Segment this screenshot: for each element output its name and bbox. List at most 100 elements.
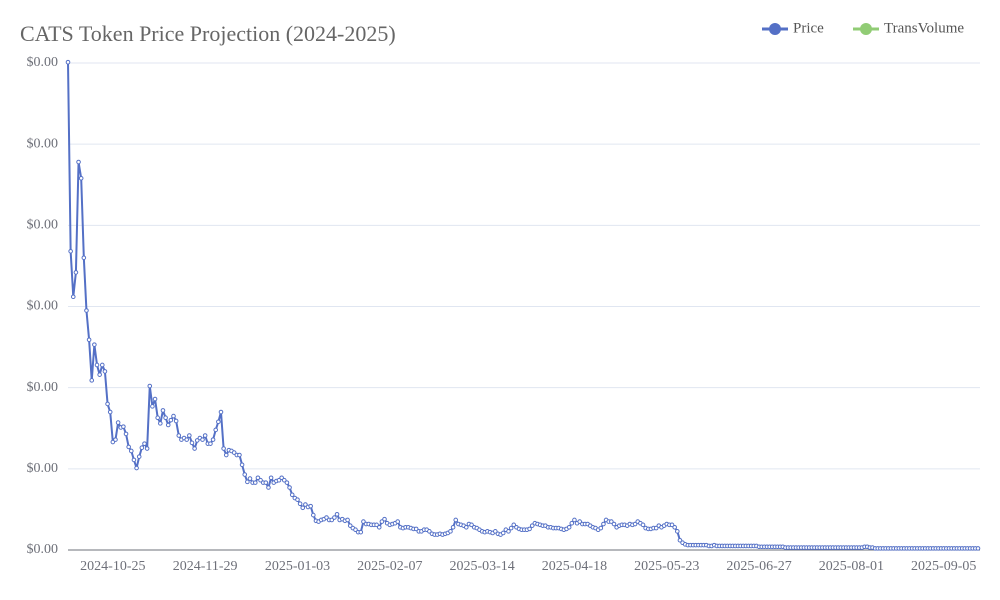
data-point xyxy=(176,433,182,438)
legend-marker[interactable] xyxy=(769,23,781,35)
data-point xyxy=(86,337,92,343)
x-tick-label: 2024-10-25 xyxy=(80,559,145,574)
data-point xyxy=(89,378,95,383)
data-point xyxy=(566,524,572,530)
data-point xyxy=(975,546,981,551)
data-point xyxy=(669,522,675,528)
data-point xyxy=(358,529,364,535)
data-point xyxy=(65,59,71,65)
x-tick-label: 2025-09-05 xyxy=(911,559,976,574)
data-point xyxy=(252,480,258,485)
data-point xyxy=(189,440,195,446)
y-tick-label: $0.00 xyxy=(27,542,59,557)
x-tick-label: 2025-04-18 xyxy=(542,559,607,574)
data-point xyxy=(247,476,253,481)
data-point xyxy=(334,511,340,517)
data-point xyxy=(345,517,350,523)
legend-text[interactable]: TransVolume xyxy=(884,20,964,36)
data-point xyxy=(171,413,176,419)
y-tick-label: $0.00 xyxy=(27,461,59,476)
data-point xyxy=(81,255,87,261)
data-point xyxy=(245,479,250,485)
data-point xyxy=(601,521,606,527)
data-point xyxy=(158,421,163,426)
data-point xyxy=(308,503,313,509)
data-point xyxy=(453,517,459,523)
data-point xyxy=(237,452,242,458)
y-tick-label: $0.00 xyxy=(27,55,59,70)
data-point xyxy=(569,520,575,526)
data-point xyxy=(150,404,155,409)
data-point xyxy=(297,501,303,507)
data-point xyxy=(609,519,614,524)
data-point xyxy=(527,526,532,532)
data-point xyxy=(110,439,116,445)
data-point xyxy=(163,415,168,420)
chart-title: CATS Token Price Projection (2024-2025) xyxy=(20,21,396,46)
data-point xyxy=(279,475,284,481)
data-point xyxy=(508,525,514,531)
data-point xyxy=(84,308,89,313)
data-point xyxy=(221,446,226,451)
legend-text[interactable]: Price xyxy=(793,20,824,36)
data-point xyxy=(448,529,453,534)
data-point xyxy=(450,524,456,530)
data-point xyxy=(353,527,358,533)
data-point xyxy=(266,485,271,490)
data-point xyxy=(147,383,153,389)
data-point xyxy=(258,477,263,483)
data-point xyxy=(97,372,102,377)
data-point xyxy=(284,480,290,485)
data-point xyxy=(92,342,97,347)
data-point xyxy=(598,525,604,531)
legend-marker[interactable] xyxy=(860,23,872,35)
y-tick-label: $0.00 xyxy=(27,299,59,314)
data-point xyxy=(121,424,126,429)
data-point xyxy=(210,437,216,442)
data-point xyxy=(160,408,166,413)
data-point xyxy=(324,515,329,520)
data-point xyxy=(276,477,282,483)
y-tick-label: $0.00 xyxy=(27,136,59,151)
data-point xyxy=(329,517,335,523)
data-point xyxy=(287,485,292,490)
data-point xyxy=(239,462,245,468)
data-point xyxy=(68,249,73,254)
data-point xyxy=(506,529,511,534)
data-point xyxy=(255,475,261,481)
data-point xyxy=(105,401,110,407)
data-point xyxy=(332,515,337,520)
data-point xyxy=(129,448,134,454)
data-point xyxy=(216,419,221,425)
data-point xyxy=(155,415,160,420)
data-point xyxy=(511,522,517,528)
data-point xyxy=(70,294,76,300)
data-point xyxy=(131,457,137,463)
data-point xyxy=(289,492,295,498)
data-point xyxy=(395,519,401,524)
x-tick-label: 2025-01-03 xyxy=(265,559,330,574)
data-point xyxy=(173,418,179,424)
data-point xyxy=(102,369,108,374)
data-point xyxy=(223,452,229,458)
data-point xyxy=(94,362,100,368)
data-point xyxy=(529,523,535,528)
data-point xyxy=(295,497,300,502)
data-point xyxy=(200,437,205,442)
data-point xyxy=(427,529,432,534)
data-point xyxy=(300,505,306,511)
x-tick-label: 2024-11-29 xyxy=(173,559,238,574)
data-point xyxy=(213,427,219,433)
data-point xyxy=(611,521,617,527)
x-tick-label: 2025-05-23 xyxy=(634,559,699,574)
data-point xyxy=(107,409,113,415)
data-point xyxy=(187,433,192,438)
data-point xyxy=(632,521,638,527)
data-point xyxy=(379,519,385,524)
data-point xyxy=(136,454,142,459)
data-point xyxy=(281,477,287,483)
x-tick-label: 2025-02-07 xyxy=(357,559,422,574)
data-point xyxy=(126,444,131,450)
data-point xyxy=(139,445,145,451)
